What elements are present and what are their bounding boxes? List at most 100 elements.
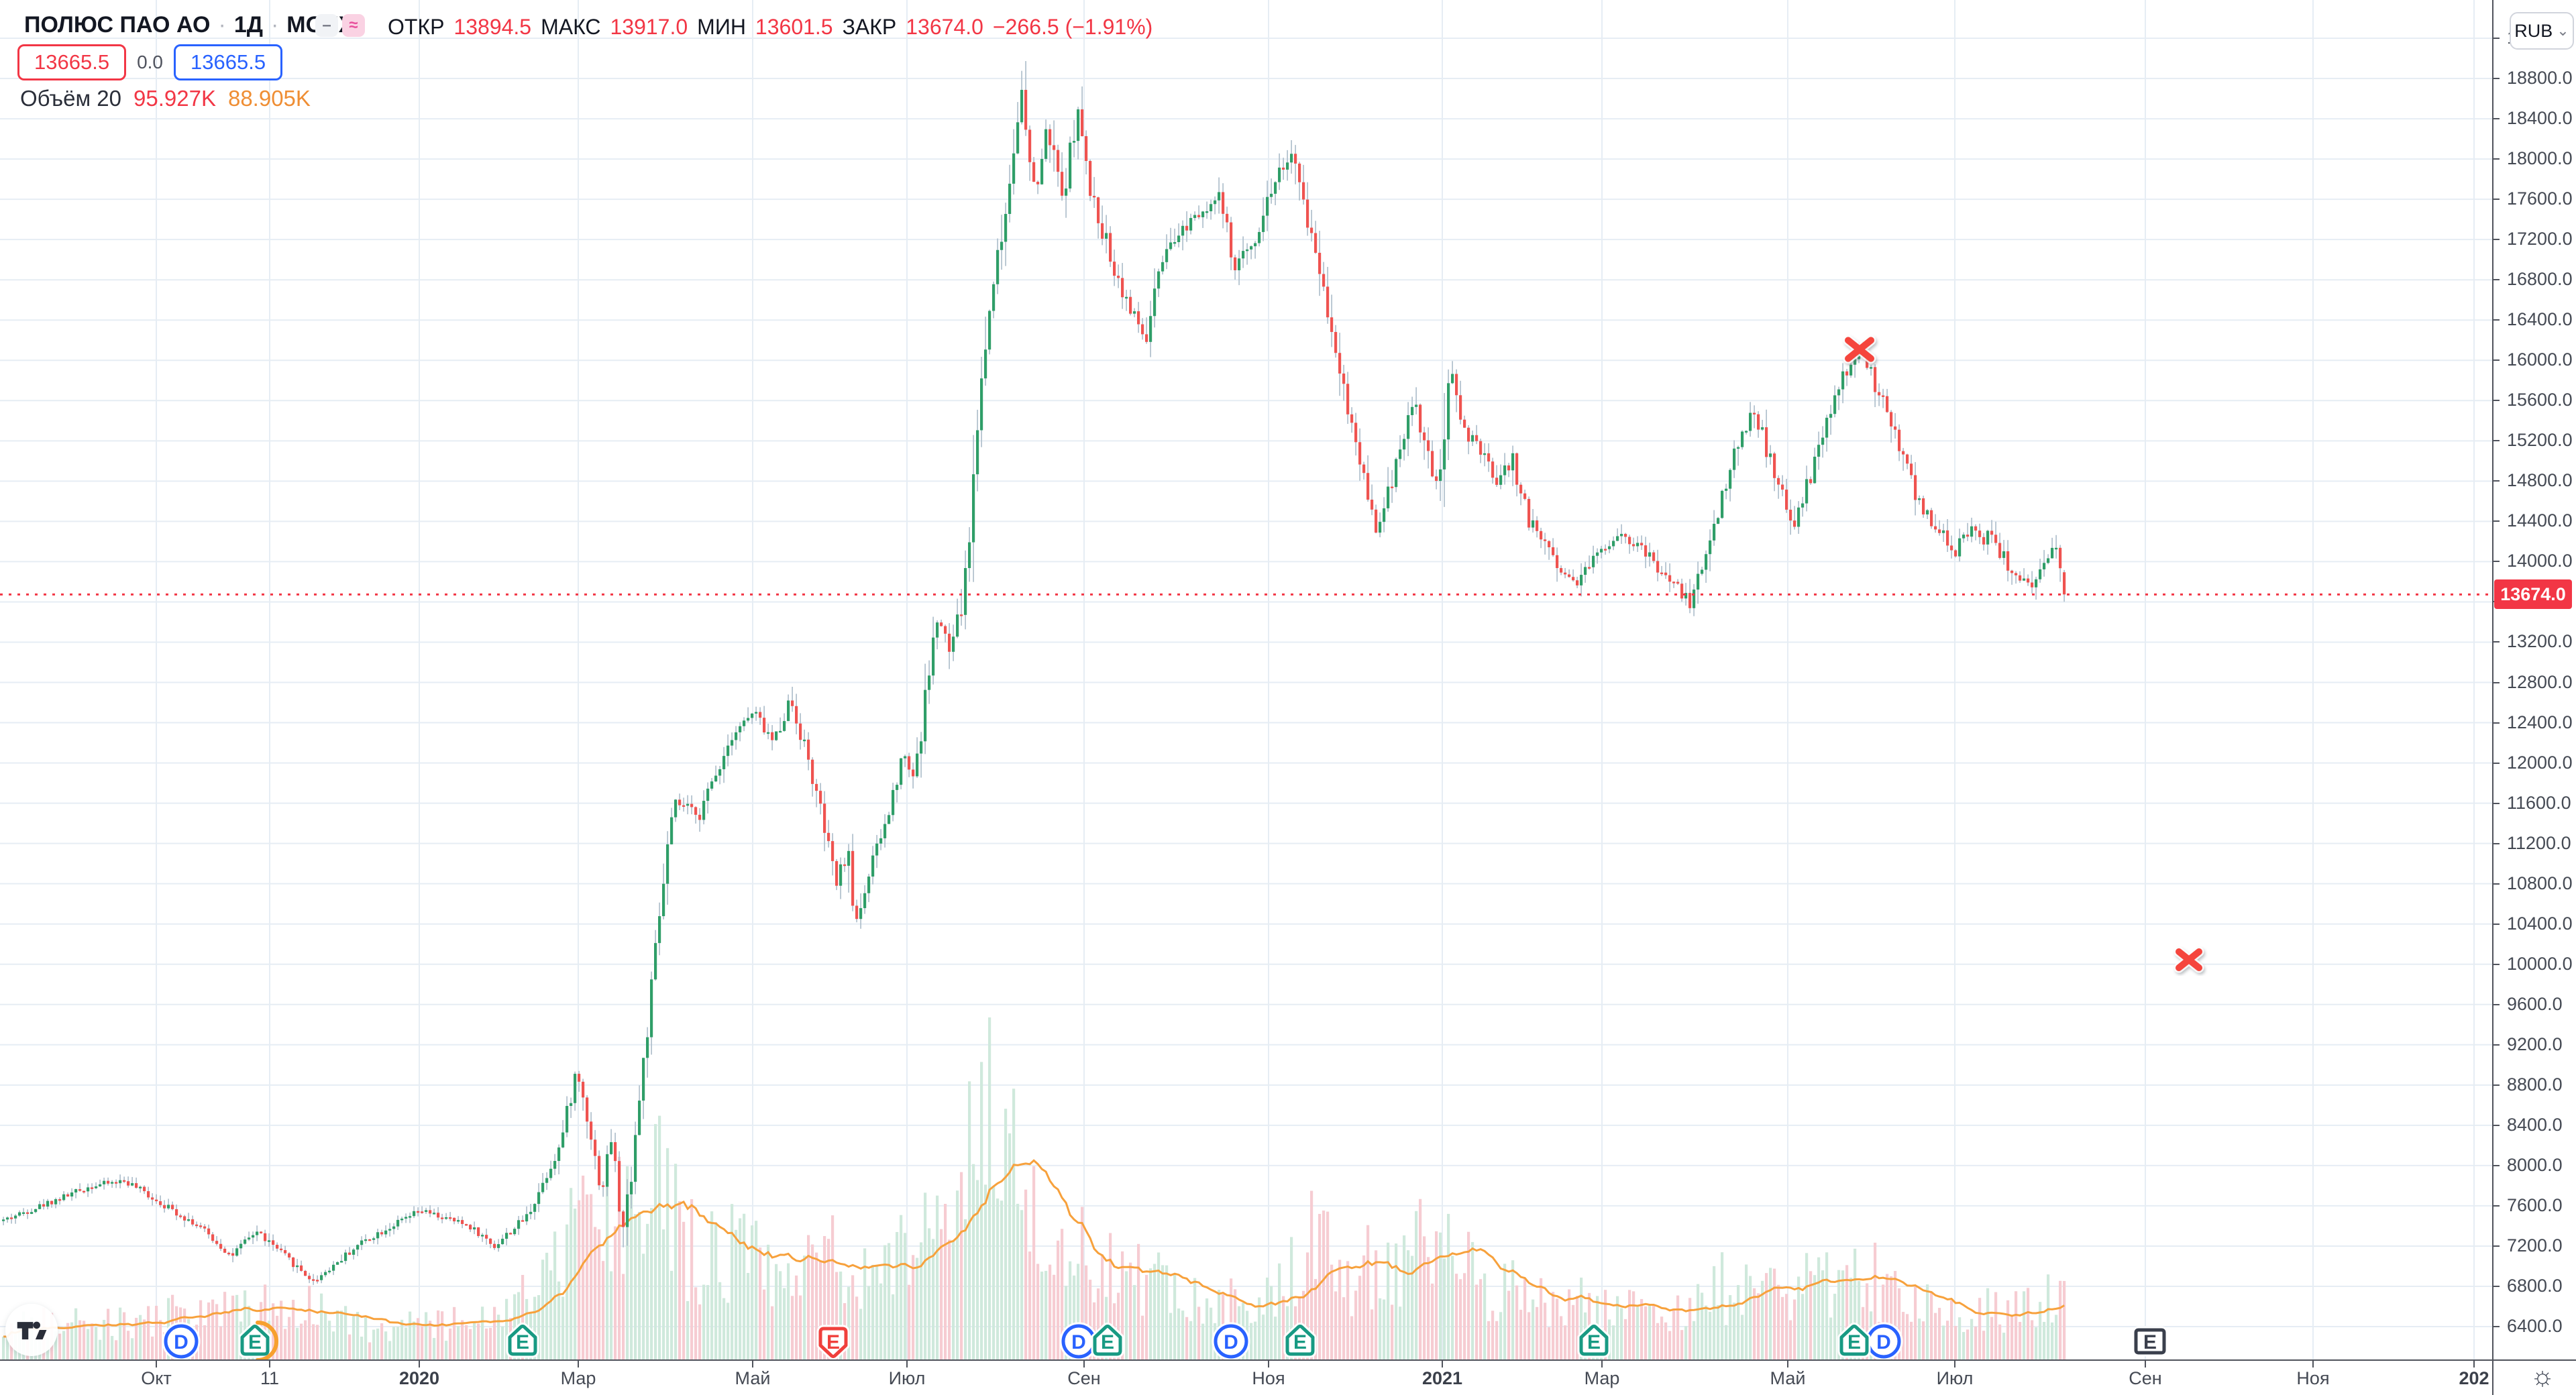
marker-letter: E bbox=[1293, 1331, 1307, 1353]
earnings-marker-icon[interactable]: E bbox=[1577, 1323, 1611, 1358]
chevron-down-icon: ⌄ bbox=[2557, 22, 2569, 39]
price-axis-label: 18000.0 bbox=[2507, 148, 2573, 169]
price-axis-tick bbox=[2492, 1124, 2500, 1126]
volume-indicator-row[interactable]: Объём 20 95.927K 88.905K bbox=[20, 86, 311, 111]
time-axis-tick bbox=[1787, 1361, 1788, 1368]
time-axis-label: Сен bbox=[2129, 1368, 2162, 1388]
symbol-name: ПОЛЮС ПАО АО bbox=[24, 12, 211, 38]
price-axis-label: 12000.0 bbox=[2507, 752, 2573, 773]
marker-letter: D bbox=[174, 1331, 189, 1353]
price-axis-tick bbox=[2492, 520, 2500, 522]
tradingview-logo[interactable] bbox=[5, 1304, 58, 1356]
price-axis-tick bbox=[2492, 400, 2500, 402]
open-label: ОТКР bbox=[388, 15, 445, 39]
spread-value: 0.0 bbox=[137, 52, 163, 72]
price-axis-tick bbox=[2492, 239, 2500, 241]
time-axis-tick bbox=[2145, 1361, 2146, 1368]
marker-letter: E bbox=[2143, 1331, 2157, 1353]
indicator-hidden-chip-icon[interactable]: – bbox=[315, 14, 338, 37]
price-axis-tick bbox=[2492, 561, 2500, 563]
marker-letter: D bbox=[1876, 1331, 1891, 1353]
high-value: 13917.0 bbox=[610, 15, 688, 39]
symbol-title-row[interactable]: ПОЛЮС ПАО АО · 1Д · MOEX bbox=[24, 12, 354, 38]
volume-value: 95.927K bbox=[133, 86, 216, 111]
price-axis-border[interactable] bbox=[2492, 0, 2493, 1395]
separator-dot: · bbox=[218, 12, 226, 38]
red-x-mark-icon bbox=[2174, 946, 2204, 973]
price-axis-label: 7200.0 bbox=[2507, 1235, 2563, 1256]
price-axis-tick bbox=[2492, 480, 2500, 482]
price-axis-label: 15200.0 bbox=[2507, 430, 2573, 451]
price-axis-tick bbox=[2492, 762, 2500, 764]
last-price-label: 13674.0 bbox=[2494, 579, 2572, 610]
time-axis-label: 2020 bbox=[398, 1368, 440, 1388]
price-axis-tick bbox=[2492, 641, 2500, 643]
axis-settings-gear-icon[interactable]: ☼ bbox=[2530, 1361, 2555, 1391]
price-axis-label: 6400.0 bbox=[2507, 1316, 2563, 1336]
price-axis-label: 16800.0 bbox=[2507, 269, 2573, 290]
time-axis-label: Май bbox=[1770, 1368, 1806, 1388]
low-label: МИН bbox=[697, 15, 746, 39]
price-axis-tick bbox=[2492, 802, 2500, 804]
dividend-marker-icon[interactable]: D bbox=[1059, 1322, 1098, 1359]
time-axis-tick bbox=[156, 1361, 157, 1368]
price-axis-label: 14000.0 bbox=[2507, 551, 2573, 571]
time-axis-label: Ноя bbox=[1252, 1368, 1285, 1388]
time-axis-label: Мар bbox=[1584, 1368, 1620, 1388]
marker-letter: E bbox=[826, 1331, 840, 1353]
volume-bars bbox=[2, 1017, 2066, 1359]
marker-letter: E bbox=[1587, 1331, 1601, 1353]
time-axis-label: Июл bbox=[1936, 1368, 1974, 1388]
currency-selector[interactable]: RUB ⌄ bbox=[2510, 12, 2574, 50]
time-axis-tick bbox=[1954, 1361, 1955, 1368]
indicator-wave-chip-icon[interactable]: ≈ bbox=[342, 14, 365, 37]
time-axis-label: 2021 bbox=[1421, 1368, 1463, 1388]
buy-button[interactable]: 13665.5 bbox=[174, 44, 283, 80]
earnings-marker-icon[interactable]: E bbox=[816, 1325, 850, 1359]
price-axis-tick bbox=[2492, 1164, 2500, 1166]
price-axis-tick bbox=[2492, 440, 2500, 442]
timeframe-label: 1Д bbox=[233, 12, 263, 38]
earnings-marker-icon[interactable]: E bbox=[1091, 1323, 1124, 1358]
time-axis-label: Сен bbox=[1067, 1368, 1101, 1388]
price-axis-tick bbox=[2492, 1084, 2500, 1086]
price-axis-label: 14400.0 bbox=[2507, 510, 2573, 531]
dividend-marker-icon[interactable]: D bbox=[1212, 1322, 1250, 1359]
earnings-marker-icon[interactable]: E bbox=[1283, 1323, 1317, 1358]
time-axis-tick bbox=[1083, 1361, 1085, 1368]
dividend-marker-icon[interactable]: D bbox=[1864, 1322, 1903, 1359]
chart-pane[interactable]: D E E E D E D E E DE E bbox=[0, 0, 2492, 1359]
price-axis-label: 7600.0 bbox=[2507, 1194, 2563, 1215]
earnings-marker-icon[interactable]: E bbox=[1837, 1323, 1871, 1358]
dividend-marker-icon[interactable]: D bbox=[162, 1322, 201, 1359]
future-earnings-marker-icon[interactable]: E bbox=[2132, 1326, 2168, 1357]
price-axis-tick bbox=[2492, 1205, 2500, 1207]
close-label: ЗАКР bbox=[842, 15, 897, 39]
time-axis-tick bbox=[269, 1361, 270, 1368]
sell-button[interactable]: 13665.5 bbox=[17, 44, 127, 80]
price-axis-label: 15600.0 bbox=[2507, 390, 2573, 410]
price-axis-tick bbox=[2492, 923, 2500, 925]
earnings-marker-icon[interactable]: E bbox=[506, 1323, 539, 1358]
price-axis-tick bbox=[2492, 842, 2500, 844]
price-axis-label: 11200.0 bbox=[2507, 832, 2571, 853]
price-axis-tick bbox=[2492, 963, 2500, 965]
price-axis-tick bbox=[2492, 1003, 2500, 1005]
price-axis-label: 18800.0 bbox=[2507, 68, 2573, 89]
earnings-marker-icon[interactable]: E bbox=[238, 1321, 278, 1359]
time-axis-tick bbox=[906, 1361, 908, 1368]
price-axis-label: 8000.0 bbox=[2507, 1154, 2563, 1175]
price-axis-label: 8400.0 bbox=[2507, 1114, 2563, 1135]
time-axis-tick bbox=[419, 1361, 420, 1368]
price-axis-tick bbox=[2492, 1285, 2500, 1287]
price-axis-tick bbox=[2492, 279, 2500, 281]
price-axis-tick bbox=[2492, 38, 2500, 39]
volume-ma-value: 88.905K bbox=[227, 86, 311, 111]
time-axis-label: Май bbox=[735, 1368, 771, 1388]
price-axis-label: 6800.0 bbox=[2507, 1275, 2563, 1296]
volume-ma-line bbox=[3, 1159, 2065, 1338]
candle-wicks bbox=[3, 61, 2065, 1285]
price-axis-tick bbox=[2492, 199, 2500, 201]
time-axis-label: Мар bbox=[560, 1368, 596, 1388]
